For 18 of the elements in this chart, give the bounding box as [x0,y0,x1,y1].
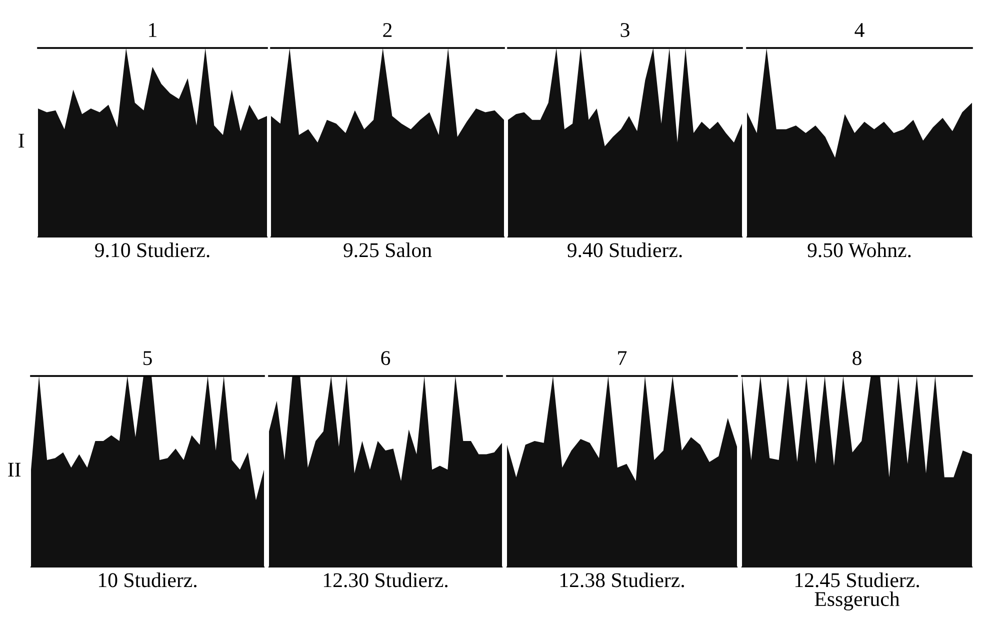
x-axis-title: 9.40 Studierz. [568,242,682,258]
x-axis-title: 9.10 Studierz. [95,242,210,258]
chart-title: 4 [854,23,864,37]
chart-title: 1 [149,23,156,37]
x-axis-title: 12.38 Studierz. [560,572,684,588]
x-axis-title: 9.50 Wohnz. [808,242,911,258]
x-axis-title: 9.25 Salon [344,242,432,258]
chart-title: 2 [383,23,392,37]
chart-title: 7 [618,351,627,365]
chart-title: 6 [381,351,390,366]
x-axis-title: 10 Studierz. [98,572,196,588]
x-axis-title: 12.30 Studierz. [324,572,448,588]
y-axis-title: I [18,134,24,148]
chart-title: 3 [620,23,630,38]
chart-title: 8 [852,351,862,366]
x-axis-title: 12.45 Studierz. Essgeruch [795,572,919,610]
y-axis-title: II [8,462,21,477]
chart-title: 5 [144,351,152,366]
